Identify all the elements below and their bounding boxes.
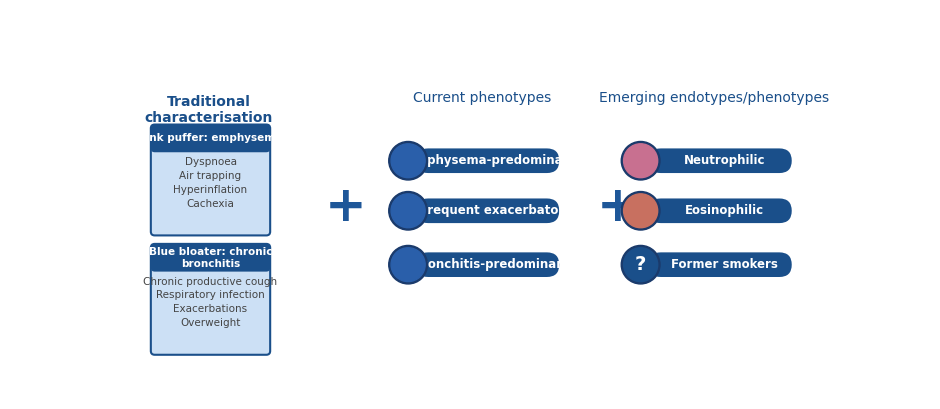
FancyBboxPatch shape xyxy=(415,252,559,277)
FancyBboxPatch shape xyxy=(150,244,270,272)
Circle shape xyxy=(621,142,660,180)
Text: Respiratory infection: Respiratory infection xyxy=(156,290,265,301)
Text: Dyspnoea: Dyspnoea xyxy=(184,157,237,167)
Text: Hyperinflation: Hyperinflation xyxy=(174,185,247,195)
Text: Cachexia: Cachexia xyxy=(186,199,234,209)
Circle shape xyxy=(623,144,658,178)
Circle shape xyxy=(389,191,428,230)
Circle shape xyxy=(391,144,425,178)
Text: Current phenotypes: Current phenotypes xyxy=(413,92,551,106)
Circle shape xyxy=(623,248,658,282)
Text: Emphysema-predominant: Emphysema-predominant xyxy=(407,154,577,167)
Circle shape xyxy=(391,194,425,228)
Text: Blue bloater: chronic
bronchitis: Blue bloater: chronic bronchitis xyxy=(149,247,273,269)
Circle shape xyxy=(621,191,660,230)
Text: Air trapping: Air trapping xyxy=(180,171,242,181)
FancyBboxPatch shape xyxy=(150,124,270,152)
Text: Neutrophilic: Neutrophilic xyxy=(684,154,765,167)
Text: Eosinophilic: Eosinophilic xyxy=(685,204,764,217)
Text: Exacerbations: Exacerbations xyxy=(174,304,247,315)
FancyBboxPatch shape xyxy=(150,124,270,236)
Text: Former smokers: Former smokers xyxy=(671,258,778,271)
Text: Bronchitis-predominant: Bronchitis-predominant xyxy=(414,258,571,271)
FancyBboxPatch shape xyxy=(415,198,559,223)
FancyBboxPatch shape xyxy=(649,252,791,277)
Text: +: + xyxy=(325,183,367,231)
Circle shape xyxy=(391,248,425,282)
Text: +: + xyxy=(597,183,638,231)
FancyBboxPatch shape xyxy=(649,148,791,173)
FancyBboxPatch shape xyxy=(150,244,270,355)
Circle shape xyxy=(389,142,428,180)
FancyBboxPatch shape xyxy=(415,148,559,173)
Circle shape xyxy=(389,245,428,284)
Text: Traditional
characterisation: Traditional characterisation xyxy=(145,95,274,126)
Text: Chronic productive cough: Chronic productive cough xyxy=(144,276,277,287)
Text: Emerging endotypes/phenotypes: Emerging endotypes/phenotypes xyxy=(599,92,829,106)
Text: ?: ? xyxy=(634,255,647,274)
Circle shape xyxy=(623,194,658,228)
Circle shape xyxy=(621,245,660,284)
Text: Overweight: Overweight xyxy=(180,318,241,328)
Text: Frequent exacerbator: Frequent exacerbator xyxy=(420,204,564,217)
FancyBboxPatch shape xyxy=(649,198,791,223)
Text: Pink puffer: emphysema: Pink puffer: emphysema xyxy=(138,133,283,144)
